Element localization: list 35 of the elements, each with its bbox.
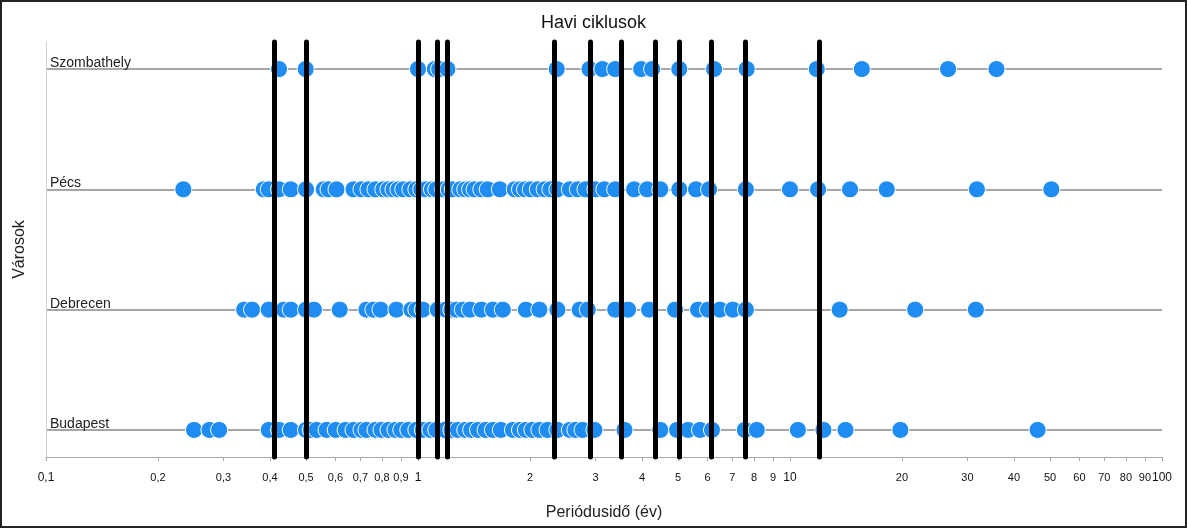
x-tick-label: 90 [1138,470,1152,483]
y-axis-title: Városok [9,219,27,279]
x-tick-label: 0,3 [215,470,232,483]
x-tick-label: 0,1 [37,470,55,484]
x-tick-label: 9 [769,470,777,483]
x-tick-label: 0,6 [327,470,344,483]
x-tick-label: 0,7 [352,470,369,483]
x-tick-label: 0,8 [374,470,390,483]
x-tick-label: 5 [674,470,682,483]
x-tick-label: 6 [704,470,711,483]
y-tick-label: Pécs [50,174,82,191]
x-tick-label: 60 [1073,470,1086,483]
x-tick-label: 0,2 [150,470,166,483]
y-tick-label: Budapest [50,414,110,431]
x-tick-label: 2 [526,470,534,483]
x-tick-label: 7 [729,470,736,483]
x-tick-label: 80 [1119,470,1133,483]
x-tick-label: 70 [1098,470,1111,483]
x-tick-label: 50 [1043,470,1057,483]
x-tick-label: 0,4 [262,470,278,483]
x-tick-label: 3 [592,470,599,483]
y-tick-label: Debrecen [50,294,111,311]
y-tick-label: Szombathely [50,54,131,71]
x-tick-label: 40 [1007,470,1021,483]
x-tick-label: 8 [750,470,758,483]
x-tick-label: 0,9 [393,470,409,483]
x-tick-label: 4 [638,470,646,483]
chart-title: Havi ciklusok [540,12,648,32]
x-tick-label: 30 [961,470,974,483]
x-tick-label: 10 [783,470,797,484]
x-axis-title: Periódusidő (év) [545,502,663,520]
x-tick-label: 20 [895,470,909,483]
x-tick-label: 0,5 [298,470,314,483]
x-tick-label: 100 [1151,470,1173,484]
x-tick-label: 1 [414,470,422,484]
